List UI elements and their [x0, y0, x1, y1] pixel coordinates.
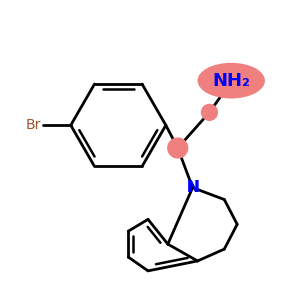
Circle shape — [168, 138, 188, 158]
Circle shape — [202, 104, 218, 120]
Text: NH₂: NH₂ — [212, 72, 250, 90]
Text: N: N — [186, 180, 199, 195]
Ellipse shape — [198, 63, 265, 98]
Text: Br: Br — [26, 118, 41, 132]
Text: N: N — [186, 180, 199, 195]
